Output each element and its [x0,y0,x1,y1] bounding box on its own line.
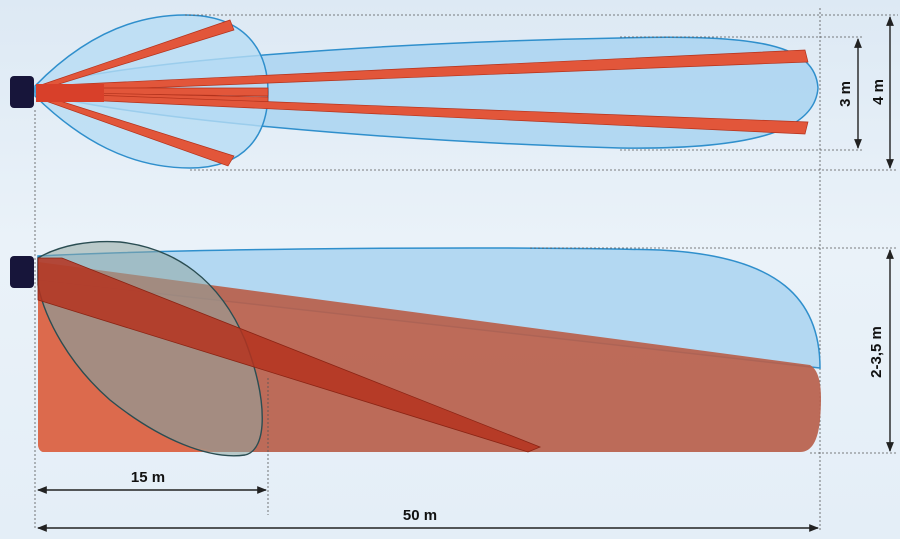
dim-15m-label: 15 m [131,469,165,486]
top-sensor-box [10,76,34,108]
side-view: 2-3,5 m 15 m 50 m [10,240,898,532]
side-guide-lines [267,247,898,515]
dim-50m-label: 50 m [403,507,437,524]
side-low-beam-zone [38,292,230,452]
dim-4m-label: 4 m [870,79,887,105]
side-long-range-zone [37,247,821,369]
beam-core [36,84,104,102]
dim-3m-label: 3 m [837,81,854,107]
side-sensor-box [10,256,34,288]
top-view: 3 m 4 m [10,8,898,530]
top-beams [36,19,809,167]
top-guide-lines [34,8,898,530]
dim-height-label: 2-3,5 m [868,326,885,378]
side-main-beam [37,257,542,453]
